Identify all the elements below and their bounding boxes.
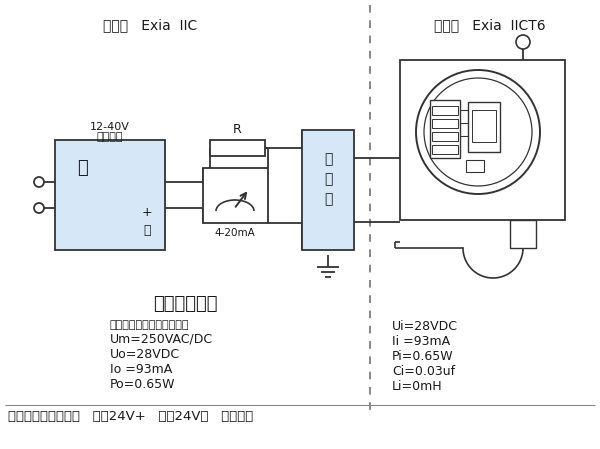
Text: Uo=28VDC: Uo=28VDC xyxy=(110,348,180,361)
Bar xyxy=(466,160,484,172)
Bar xyxy=(55,140,165,250)
Text: R: R xyxy=(233,123,241,136)
Text: （参见安全栅适用说明书）: （参见安全栅适用说明书） xyxy=(110,320,190,330)
Text: 4-20mA: 4-20mA xyxy=(215,228,256,238)
Bar xyxy=(510,220,536,248)
Bar xyxy=(432,132,458,141)
Bar xyxy=(472,110,496,142)
Text: 危险区   Exia  IICT6: 危险区 Exia IICT6 xyxy=(434,18,546,32)
Text: Li=0mH: Li=0mH xyxy=(392,380,443,393)
Text: 安: 安 xyxy=(324,152,332,166)
Bar xyxy=(468,102,500,152)
Circle shape xyxy=(34,177,44,187)
Bar xyxy=(432,119,458,128)
Bar xyxy=(432,106,458,115)
Text: Po=0.65W: Po=0.65W xyxy=(110,378,176,391)
Bar xyxy=(400,60,565,220)
Text: 直流电源: 直流电源 xyxy=(97,132,123,142)
Text: Um=250VAC/DC: Um=250VAC/DC xyxy=(110,333,213,346)
Text: 12-40V: 12-40V xyxy=(90,122,130,132)
Text: －: － xyxy=(143,224,151,237)
Bar xyxy=(432,145,458,154)
Text: Pi=0.65W: Pi=0.65W xyxy=(392,350,454,363)
Text: 安全区   Exia  IIC: 安全区 Exia IIC xyxy=(103,18,197,32)
Text: 栅: 栅 xyxy=(324,192,332,206)
Bar xyxy=(210,140,265,156)
Text: Ui=28VDC: Ui=28VDC xyxy=(392,320,458,333)
Circle shape xyxy=(34,203,44,213)
Bar xyxy=(302,130,354,250)
Text: Ci=0.03uf: Ci=0.03uf xyxy=(392,365,455,378)
Text: Ii =93mA: Ii =93mA xyxy=(392,335,450,348)
Text: 注：一体化接线方式   红：24V+   蓝：24V－   黑：接地: 注：一体化接线方式 红：24V+ 蓝：24V－ 黑：接地 xyxy=(8,410,253,423)
Bar xyxy=(430,100,460,158)
Circle shape xyxy=(416,70,540,194)
Text: 全: 全 xyxy=(324,172,332,186)
Text: ～: ～ xyxy=(77,159,88,177)
Text: Io =93mA: Io =93mA xyxy=(110,363,172,376)
Bar xyxy=(203,168,268,223)
Circle shape xyxy=(424,78,532,186)
Text: 本安型接线图: 本安型接线图 xyxy=(153,295,217,313)
Text: +: + xyxy=(142,206,152,219)
Circle shape xyxy=(516,35,530,49)
